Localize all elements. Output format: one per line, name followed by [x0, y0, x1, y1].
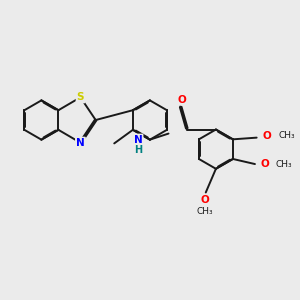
Text: O: O [260, 159, 269, 169]
Text: O: O [201, 195, 209, 205]
Text: S: S [77, 92, 84, 102]
Text: O: O [262, 131, 271, 141]
Text: N: N [76, 138, 85, 148]
Text: CH₃: CH₃ [279, 131, 295, 140]
Text: H: H [134, 145, 142, 155]
Text: CH₃: CH₃ [197, 207, 213, 216]
Text: O: O [178, 95, 186, 105]
Text: N: N [134, 135, 142, 145]
Text: CH₃: CH₃ [276, 160, 292, 169]
